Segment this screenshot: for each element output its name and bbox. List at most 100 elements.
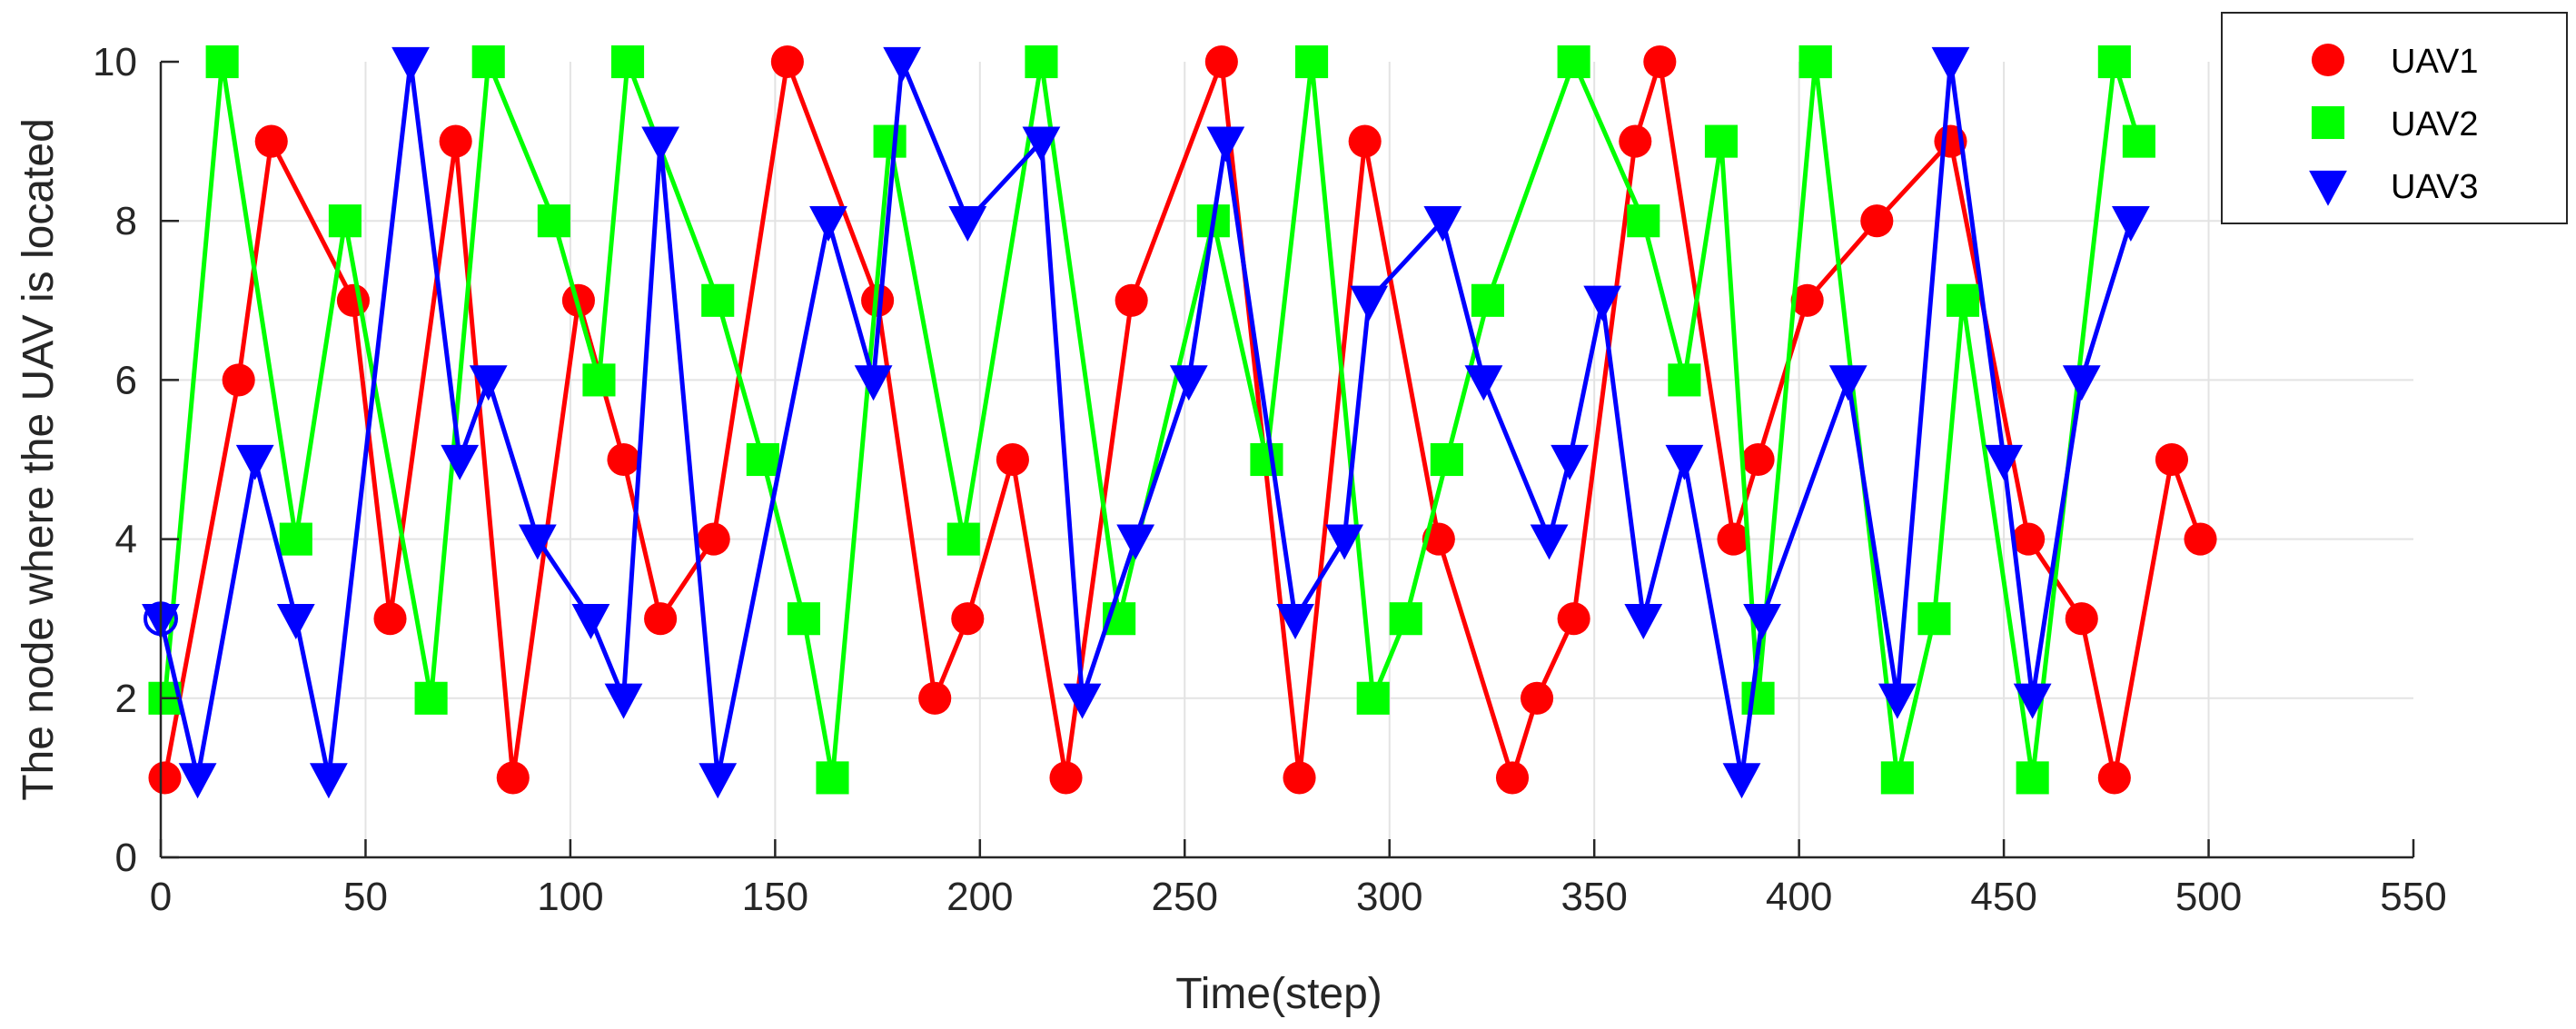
- data-point-uav2: [1389, 602, 1422, 636]
- data-point-uav1: [1204, 45, 1238, 79]
- series-uav3: [142, 46, 2150, 799]
- y-tick-label: 4: [115, 518, 137, 562]
- data-point-uav2: [787, 602, 820, 636]
- data-point-uav3: [1116, 524, 1155, 560]
- data-point-uav3: [883, 46, 922, 83]
- data-point-uav1: [1521, 681, 1554, 715]
- data-point-uav1: [2012, 522, 2046, 556]
- data-point-uav2: [1946, 283, 1980, 317]
- data-point-uav1: [2097, 761, 2131, 795]
- series-layer: [142, 45, 2217, 799]
- data-point-uav3: [1722, 763, 1761, 799]
- data-point-uav1: [1495, 761, 1530, 795]
- data-point-uav1: [439, 124, 472, 158]
- data-point-uav1: [373, 602, 407, 636]
- data-point-uav2: [537, 204, 570, 238]
- x-tick-label: 200: [946, 875, 1013, 919]
- data-point-uav3: [1022, 126, 1061, 163]
- y-tick-label: 10: [93, 40, 137, 84]
- legend-label-uav2: UAV2: [2391, 105, 2478, 143]
- data-point-uav3: [948, 206, 987, 242]
- data-point-uav3: [1828, 365, 1868, 401]
- legend-marker-uav3: [2309, 170, 2347, 206]
- data-point-uav3: [1350, 285, 1389, 322]
- data-point-uav3: [604, 683, 643, 719]
- data-point-uav3: [1583, 285, 1622, 322]
- data-point-uav2: [746, 442, 779, 477]
- data-point-uav1: [1049, 761, 1083, 795]
- data-point-uav2: [1295, 45, 1329, 79]
- y-tick-label: 6: [115, 358, 137, 402]
- data-point-uav2: [1798, 45, 1832, 79]
- data-point-uav2: [1025, 45, 1058, 79]
- data-point-uav3: [1665, 444, 1704, 480]
- x-tick-label: 550: [2380, 875, 2446, 919]
- data-point-uav2: [1557, 45, 1590, 79]
- data-point-uav1: [2184, 522, 2217, 556]
- data-point-uav1: [336, 283, 370, 317]
- legend-label-uav3: UAV3: [2391, 168, 2478, 206]
- data-point-uav2: [1627, 204, 1660, 238]
- x-tick-label: 150: [742, 875, 808, 919]
- x-tick-label: 400: [1766, 875, 1832, 919]
- data-point-uav3: [518, 524, 557, 560]
- data-point-uav2: [279, 522, 312, 556]
- data-point-uav3: [1985, 444, 2023, 480]
- y-tick-label: 8: [115, 199, 137, 243]
- data-point-uav3: [441, 444, 480, 480]
- x-tick-label: 100: [537, 875, 603, 919]
- data-point-uav1: [697, 522, 730, 556]
- data-point-uav1: [1619, 124, 1652, 158]
- data-point-uav2: [471, 45, 505, 79]
- data-point-uav3: [178, 763, 217, 799]
- x-tick-label: 250: [1152, 875, 1218, 919]
- data-point-uav3: [235, 444, 274, 480]
- data-point-uav1: [2065, 602, 2098, 636]
- data-point-uav3: [1743, 604, 1781, 639]
- data-point-uav2: [816, 761, 849, 795]
- data-point-uav2: [1250, 442, 1283, 477]
- data-point-uav3: [1276, 604, 1314, 639]
- data-point-uav2: [610, 45, 645, 79]
- data-point-uav3: [309, 763, 348, 799]
- data-point-uav1: [918, 681, 952, 715]
- data-point-uav2: [1880, 761, 1914, 795]
- data-point-uav3: [571, 604, 610, 639]
- x-tick-label: 0: [150, 875, 172, 919]
- data-point-uav1: [148, 761, 182, 795]
- data-point-uav1: [496, 761, 530, 795]
- legend-label-uav1: UAV1: [2391, 43, 2478, 81]
- data-point-uav1: [1348, 124, 1382, 158]
- data-point-uav3: [2062, 365, 2101, 401]
- x-tick-label: 300: [1356, 875, 1422, 919]
- data-point-uav1: [1643, 45, 1677, 79]
- data-point-uav3: [276, 604, 315, 639]
- data-point-uav2: [582, 363, 616, 397]
- data-point-uav1: [1283, 761, 1316, 795]
- data-point-uav3: [809, 206, 847, 242]
- data-point-uav2: [1471, 283, 1504, 317]
- legend-marker-uav2: [2311, 105, 2345, 140]
- x-tick-label: 450: [1970, 875, 2036, 919]
- data-point-uav3: [641, 126, 680, 163]
- data-point-uav2: [328, 204, 362, 238]
- data-point-uav2: [1356, 681, 1390, 715]
- data-point-uav3: [1206, 126, 1245, 163]
- data-point-uav1: [222, 363, 255, 397]
- data-point-uav1: [1115, 283, 1148, 317]
- data-point-uav1: [1860, 204, 1894, 238]
- data-point-uav3: [1325, 524, 1364, 560]
- data-point-uav3: [1551, 444, 1590, 480]
- data-point-uav3: [1624, 604, 1663, 639]
- y-tick-label: 0: [115, 836, 137, 880]
- data-point-uav1: [1557, 602, 1590, 636]
- data-point-uav1: [1790, 283, 1824, 317]
- data-point-uav2: [1704, 124, 1739, 158]
- data-point-uav3: [2013, 683, 2052, 719]
- data-point-uav3: [1530, 524, 1569, 560]
- data-point-uav2: [946, 522, 980, 556]
- data-point-uav2: [2122, 124, 2155, 158]
- axes: 0 50 100 150 200 250 300 350 400 450 500 550 0 2 4 6 8 10: [93, 40, 2447, 919]
- data-point-uav2: [1741, 681, 1775, 715]
